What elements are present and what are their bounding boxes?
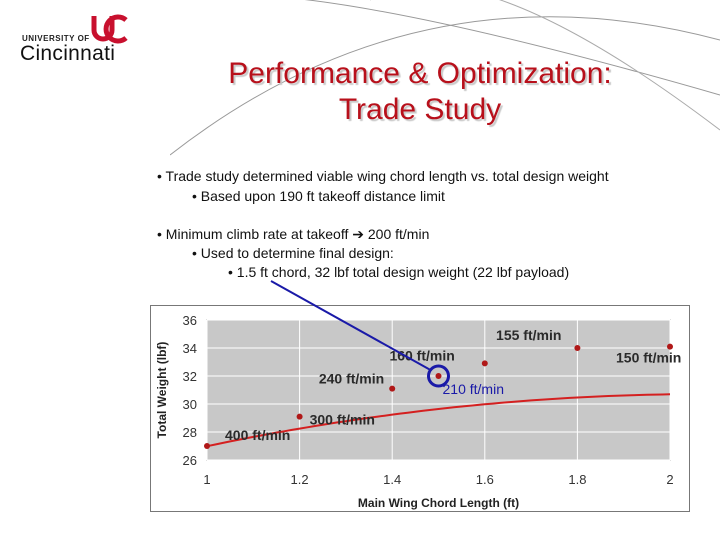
y-tick-label: 34 bbox=[183, 341, 197, 356]
point-label: 160 ft/min bbox=[389, 347, 454, 363]
x-tick-label: 1 bbox=[203, 472, 210, 487]
point-label: 155 ft/min bbox=[496, 327, 561, 343]
decorative-arcs bbox=[170, 0, 720, 156]
title-line-2: Trade Study bbox=[338, 93, 502, 126]
data-point bbox=[389, 385, 396, 392]
data-point bbox=[296, 413, 303, 420]
data-point bbox=[574, 345, 581, 351]
logo-university-of: UNIVERSITY OF bbox=[22, 34, 90, 43]
bullet-1: • Trade study determined viable wing cho… bbox=[157, 168, 609, 184]
point-label: 210 ft/min bbox=[443, 381, 504, 397]
x-tick-label: 1.2 bbox=[291, 472, 309, 487]
y-axis-title: Total Weight (lbf) bbox=[155, 342, 169, 439]
point-label: 240 ft/min bbox=[319, 371, 384, 387]
page-title: Performance & Optimization: Trade Study bbox=[150, 56, 690, 128]
highlight-circle bbox=[427, 364, 450, 388]
x-tick-label: 1.8 bbox=[568, 472, 586, 487]
data-point bbox=[204, 443, 210, 449]
point-label: 150 ft/min bbox=[616, 350, 681, 366]
y-tick-label: 32 bbox=[183, 369, 197, 384]
point-label: 400 ft/min bbox=[225, 427, 290, 443]
y-tick-label: 30 bbox=[183, 397, 197, 412]
y-tick-label: 36 bbox=[183, 313, 197, 328]
bullet-2-subsub: • 1.5 ft chord, 32 lbf total design weig… bbox=[228, 264, 570, 280]
data-point bbox=[435, 373, 442, 379]
university-logo: UNIVERSITY OF Cincinnati bbox=[0, 0, 150, 80]
trade-study-chart: 26 28 30 32 34 36 1 1.2 1.4 1.6 1.8 2 400 ft/min 300… bbox=[155, 313, 681, 510]
bullet-1-sub: • Based upon 190 ft takeoff distance lim… bbox=[192, 188, 445, 204]
trend-curve bbox=[206, 393, 671, 448]
logo-name: Cincinnati bbox=[20, 42, 116, 65]
y-tick-label: 28 bbox=[183, 425, 197, 440]
point-label: 300 ft/min bbox=[310, 412, 375, 428]
x-tick-label: 2 bbox=[666, 472, 673, 487]
uc-monogram-icon bbox=[91, 14, 128, 44]
x-tick-label: 1.6 bbox=[476, 472, 494, 487]
data-point bbox=[481, 360, 488, 367]
x-axis-title: Main Wing Chord Length (ft) bbox=[358, 496, 519, 510]
x-tick-label: 1.4 bbox=[383, 472, 401, 487]
bullet-2: • Minimum climb rate at takeoff ➔ 200 ft… bbox=[157, 226, 430, 242]
bullet-2-sub: • Used to determine final design: bbox=[192, 245, 394, 261]
y-tick-label: 26 bbox=[183, 453, 197, 468]
data-point bbox=[667, 343, 673, 350]
title-line-1: Performance & Optimization: bbox=[228, 57, 612, 90]
